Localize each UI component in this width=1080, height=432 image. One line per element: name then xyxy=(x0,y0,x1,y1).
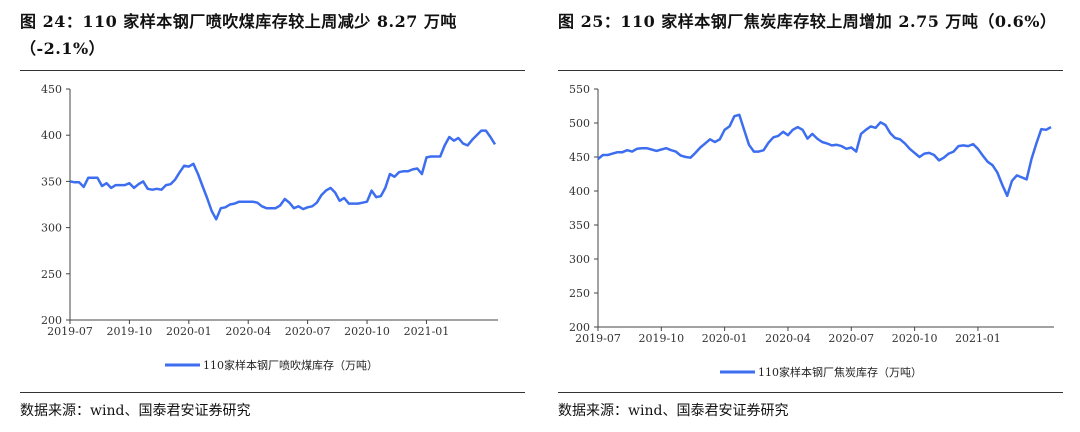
x-tick-label: 2020-10 xyxy=(344,325,390,338)
y-tick-label: 500 xyxy=(569,117,590,130)
x-tick-label: 2020-07 xyxy=(828,332,874,345)
x-tick-label: 2020-04 xyxy=(225,325,271,338)
figure-title: 图 24：110 家样本钢厂喷吹煤库存较上周减少 8.27 万吨（-2.1%） xyxy=(20,12,457,58)
x-tick-label: 2019-07 xyxy=(47,325,93,338)
series-line xyxy=(69,129,497,221)
x-tick-label: 2019-07 xyxy=(575,332,621,345)
y-tick-label: 350 xyxy=(569,219,590,232)
chart-panel-inventory-coal: 图 24：110 家样本钢厂喷吹煤库存较上周减少 8.27 万吨（-2.1%） … xyxy=(20,0,540,432)
x-tick-label: 2021-01 xyxy=(955,332,1001,345)
y-tick-label: 250 xyxy=(569,287,590,300)
y-tick-label: 200 xyxy=(569,321,590,334)
divider-bottom xyxy=(558,392,1063,393)
x-tick-label: 2021-01 xyxy=(404,325,450,338)
y-tick-label: 450 xyxy=(569,151,590,164)
x-tick-label: 2020-01 xyxy=(702,332,748,345)
y-tick-label: 300 xyxy=(41,222,62,235)
x-tick-label: 2020-10 xyxy=(892,332,938,345)
y-tick-label: 300 xyxy=(569,253,590,266)
figure-title: 图 25：110 家样本钢厂焦炭库存较上周增加 2.75 万吨（0.6%） xyxy=(558,12,1057,31)
x-tick-label: 2019-10 xyxy=(107,325,153,338)
divider-top xyxy=(20,70,525,71)
y-tick-label: 250 xyxy=(41,268,62,281)
x-tick-label: 2020-01 xyxy=(166,325,212,338)
y-tick-label: 350 xyxy=(41,175,62,188)
y-tick-label: 200 xyxy=(41,314,62,327)
source-note: 数据来源：wind、国泰君安证券研究 xyxy=(20,403,251,419)
y-tick-label: 400 xyxy=(41,129,62,142)
divider-bottom xyxy=(20,392,525,393)
legend-label: 110家样本钢厂喷吹煤库存（万吨） xyxy=(203,358,378,372)
y-tick-label: 550 xyxy=(569,83,590,96)
line-chart-inventory-coal: 200 250 300 350 400 450 2019-07 2019-10 2020-01 2… xyxy=(41,83,498,372)
source-note: 数据来源：wind、国泰君安证券研究 xyxy=(558,403,789,419)
x-tick-label: 2020-07 xyxy=(285,325,331,338)
chart-panel-inventory-coke: 图 25：110 家样本钢厂焦炭库存较上周增加 2.75 万吨（0.6%） 20… xyxy=(558,0,1078,432)
x-tick-label: 2020-04 xyxy=(765,332,811,345)
x-tick-label: 2019-10 xyxy=(638,332,684,345)
series-line xyxy=(597,113,1052,198)
y-tick-label: 450 xyxy=(41,83,62,96)
line-chart-inventory-coke: 200 250 300 350 400 450 500 550 2019-07 2019-10 20… xyxy=(569,83,1054,379)
divider-top xyxy=(558,70,1063,71)
y-tick-label: 400 xyxy=(569,185,590,198)
legend-label: 110家样本钢厂焦炭库存（万吨） xyxy=(758,365,922,379)
